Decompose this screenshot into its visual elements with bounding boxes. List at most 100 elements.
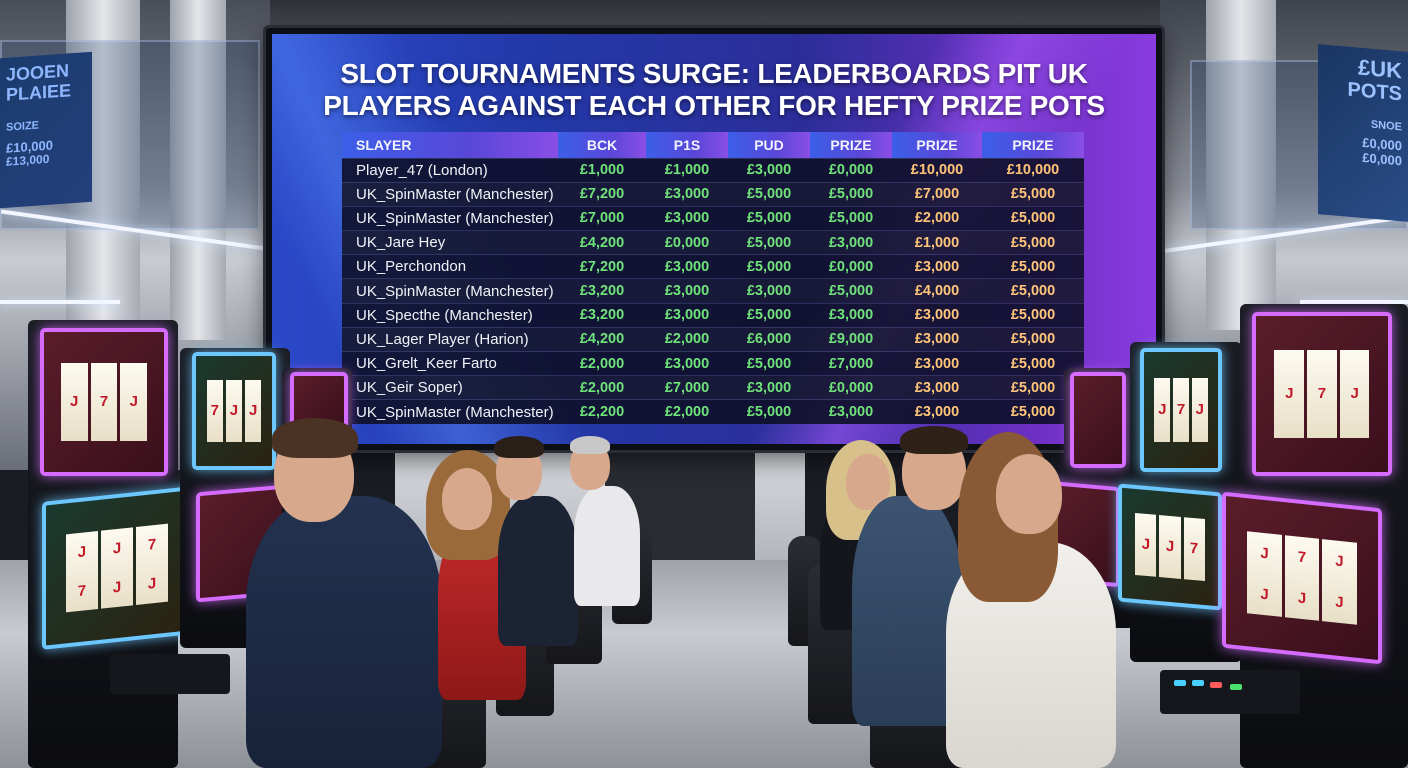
cell-value: £10,000: [892, 157, 982, 183]
cell-value: £2,000: [892, 205, 982, 231]
cell-value: £5,000: [728, 230, 810, 255]
cell-value: £7,200: [558, 181, 646, 207]
slot-button-deck[interactable]: [110, 654, 230, 694]
slot-machine-top-screen: J 7 J: [1140, 348, 1222, 472]
led-strip: [0, 300, 120, 304]
slot-button[interactable]: [1174, 680, 1186, 686]
reel-symbol: J: [1260, 544, 1269, 563]
led-strip: [1300, 300, 1408, 304]
cell-value: £3,200: [558, 278, 646, 304]
cell-value: £3,000: [810, 302, 892, 328]
column-header: PRIZE: [810, 132, 892, 158]
slot-reels: J 7 J: [1154, 377, 1208, 443]
cell-value: £3,000: [646, 278, 728, 304]
slot-reel: J: [1191, 377, 1208, 443]
hair: [494, 436, 544, 458]
column-header: P1S: [646, 132, 728, 158]
cell-value: £0,000: [810, 375, 892, 400]
reel-symbol: J: [147, 574, 157, 593]
slot-reel: 7: [90, 362, 118, 442]
wall-sign-text: £13,000: [6, 151, 50, 169]
cell-value: £2,200: [558, 399, 646, 425]
cell-value: £5,000: [728, 254, 810, 279]
player-man-denim-shirt: [848, 426, 988, 726]
cell-value: £2,000: [558, 375, 646, 400]
column-header: BCK: [558, 132, 646, 158]
player-name: UK_SpinMaster (Manchester): [342, 278, 558, 304]
cell-value: £2,000: [646, 399, 728, 425]
cell-value: £3,000: [646, 254, 728, 279]
slot-button-deck[interactable]: [1160, 670, 1300, 714]
reel-symbol: J: [229, 402, 239, 420]
slot-machine-top-screen: J 7 J: [40, 328, 168, 476]
slot-button[interactable]: [1210, 682, 1222, 688]
player-name: UK_SpinMaster (Manchester): [342, 399, 558, 425]
reel-symbol: J: [1260, 585, 1269, 604]
leaderboard-screen: SLOT TOURNAMENTS SURGE: LEADERBOARDS PIT…: [272, 34, 1156, 444]
cell-value: £4,200: [558, 326, 646, 352]
reel-symbol: J: [1195, 401, 1204, 419]
slot-reels: J 7 J: [60, 362, 148, 442]
column-header: SLAYER: [342, 132, 558, 158]
cell-value: £9,000: [810, 326, 892, 352]
cell-value: £5,000: [982, 181, 1084, 207]
table-row: UK_Grelt_Keer Farto £2,000 £3,000 £5,000 £7,…: [342, 350, 1084, 376]
reel-symbol: J: [129, 393, 138, 411]
reel-symbol: J: [1297, 589, 1307, 608]
reel-symbol: 7: [99, 393, 109, 411]
cell-value: £3,000: [892, 326, 982, 352]
reel-symbol: 7: [1297, 548, 1307, 567]
slot-reel: J: [1274, 350, 1305, 438]
cell-value: £3,000: [892, 375, 982, 400]
slot-machine-top-screen: J 7 J: [1252, 312, 1392, 476]
cell-value: £5,000: [982, 278, 1084, 304]
table-header-row: SLAYER BCK P1S PUD PRIZE PRIZE PRIZE: [342, 132, 1084, 158]
cell-value: £7,000: [892, 181, 982, 207]
torso: [498, 496, 578, 646]
torso: [852, 496, 962, 726]
slot-machine-top-screen: 7 J J: [192, 352, 276, 470]
cell-value: £7,000: [558, 205, 646, 231]
slot-reels: J 7 J: [1274, 350, 1370, 438]
column-header: PRIZE: [982, 132, 1084, 158]
cell-value: £5,000: [728, 350, 810, 376]
wall-sign-text: SNOE: [1370, 118, 1402, 134]
reel-symbol: 7: [1176, 401, 1186, 419]
slot-reel: 7: [206, 380, 223, 442]
wall-sign-left: JOOEN PLAIEE SOIZE £10,000 £13,000: [0, 51, 92, 209]
pillar: [170, 0, 226, 340]
slot-button[interactable]: [1192, 680, 1204, 686]
leaderboard-body: Player_47 (London) £1,000 £1,000 £3,000 £0,0…: [342, 157, 1084, 425]
cell-value: £0,000: [646, 230, 728, 255]
head: [996, 454, 1062, 534]
cell-value: £5,000: [810, 278, 892, 304]
leaderboard-table: SLAYER BCK P1S PUD PRIZE PRIZE PRIZE Pla…: [342, 132, 1084, 425]
table-row: UK_SpinMaster (Manchester) £3,200 £3,000 £3…: [342, 278, 1084, 304]
reel-symbol: J: [77, 543, 87, 562]
slot-button[interactable]: [1230, 684, 1242, 690]
cell-value: £3,000: [646, 181, 728, 207]
table-row: UK_Jare Hey £4,200 £0,000 £5,000 £3,000 £1,00…: [342, 230, 1084, 255]
cell-value: £7,000: [810, 350, 892, 376]
pillar: [1206, 0, 1276, 330]
cell-value: £5,000: [982, 205, 1084, 231]
reel-symbol: J: [1335, 593, 1344, 612]
cell-value: £3,000: [892, 350, 982, 376]
cell-value: £3,000: [810, 399, 892, 425]
table-row: UK_SpinMaster (Manchester) £7,000 £3,000 £5…: [342, 205, 1084, 231]
player-woman-white-dress: [940, 432, 1200, 768]
cell-value: £6,000: [728, 326, 810, 352]
cell-value: £3,200: [558, 302, 646, 328]
cell-value: £3,000: [728, 375, 810, 400]
slot-reel: J: [60, 362, 88, 442]
cell-value: £3,000: [892, 254, 982, 279]
headline: SLOT TOURNAMENTS SURGE: LEADERBOARDS PIT…: [292, 58, 1136, 122]
